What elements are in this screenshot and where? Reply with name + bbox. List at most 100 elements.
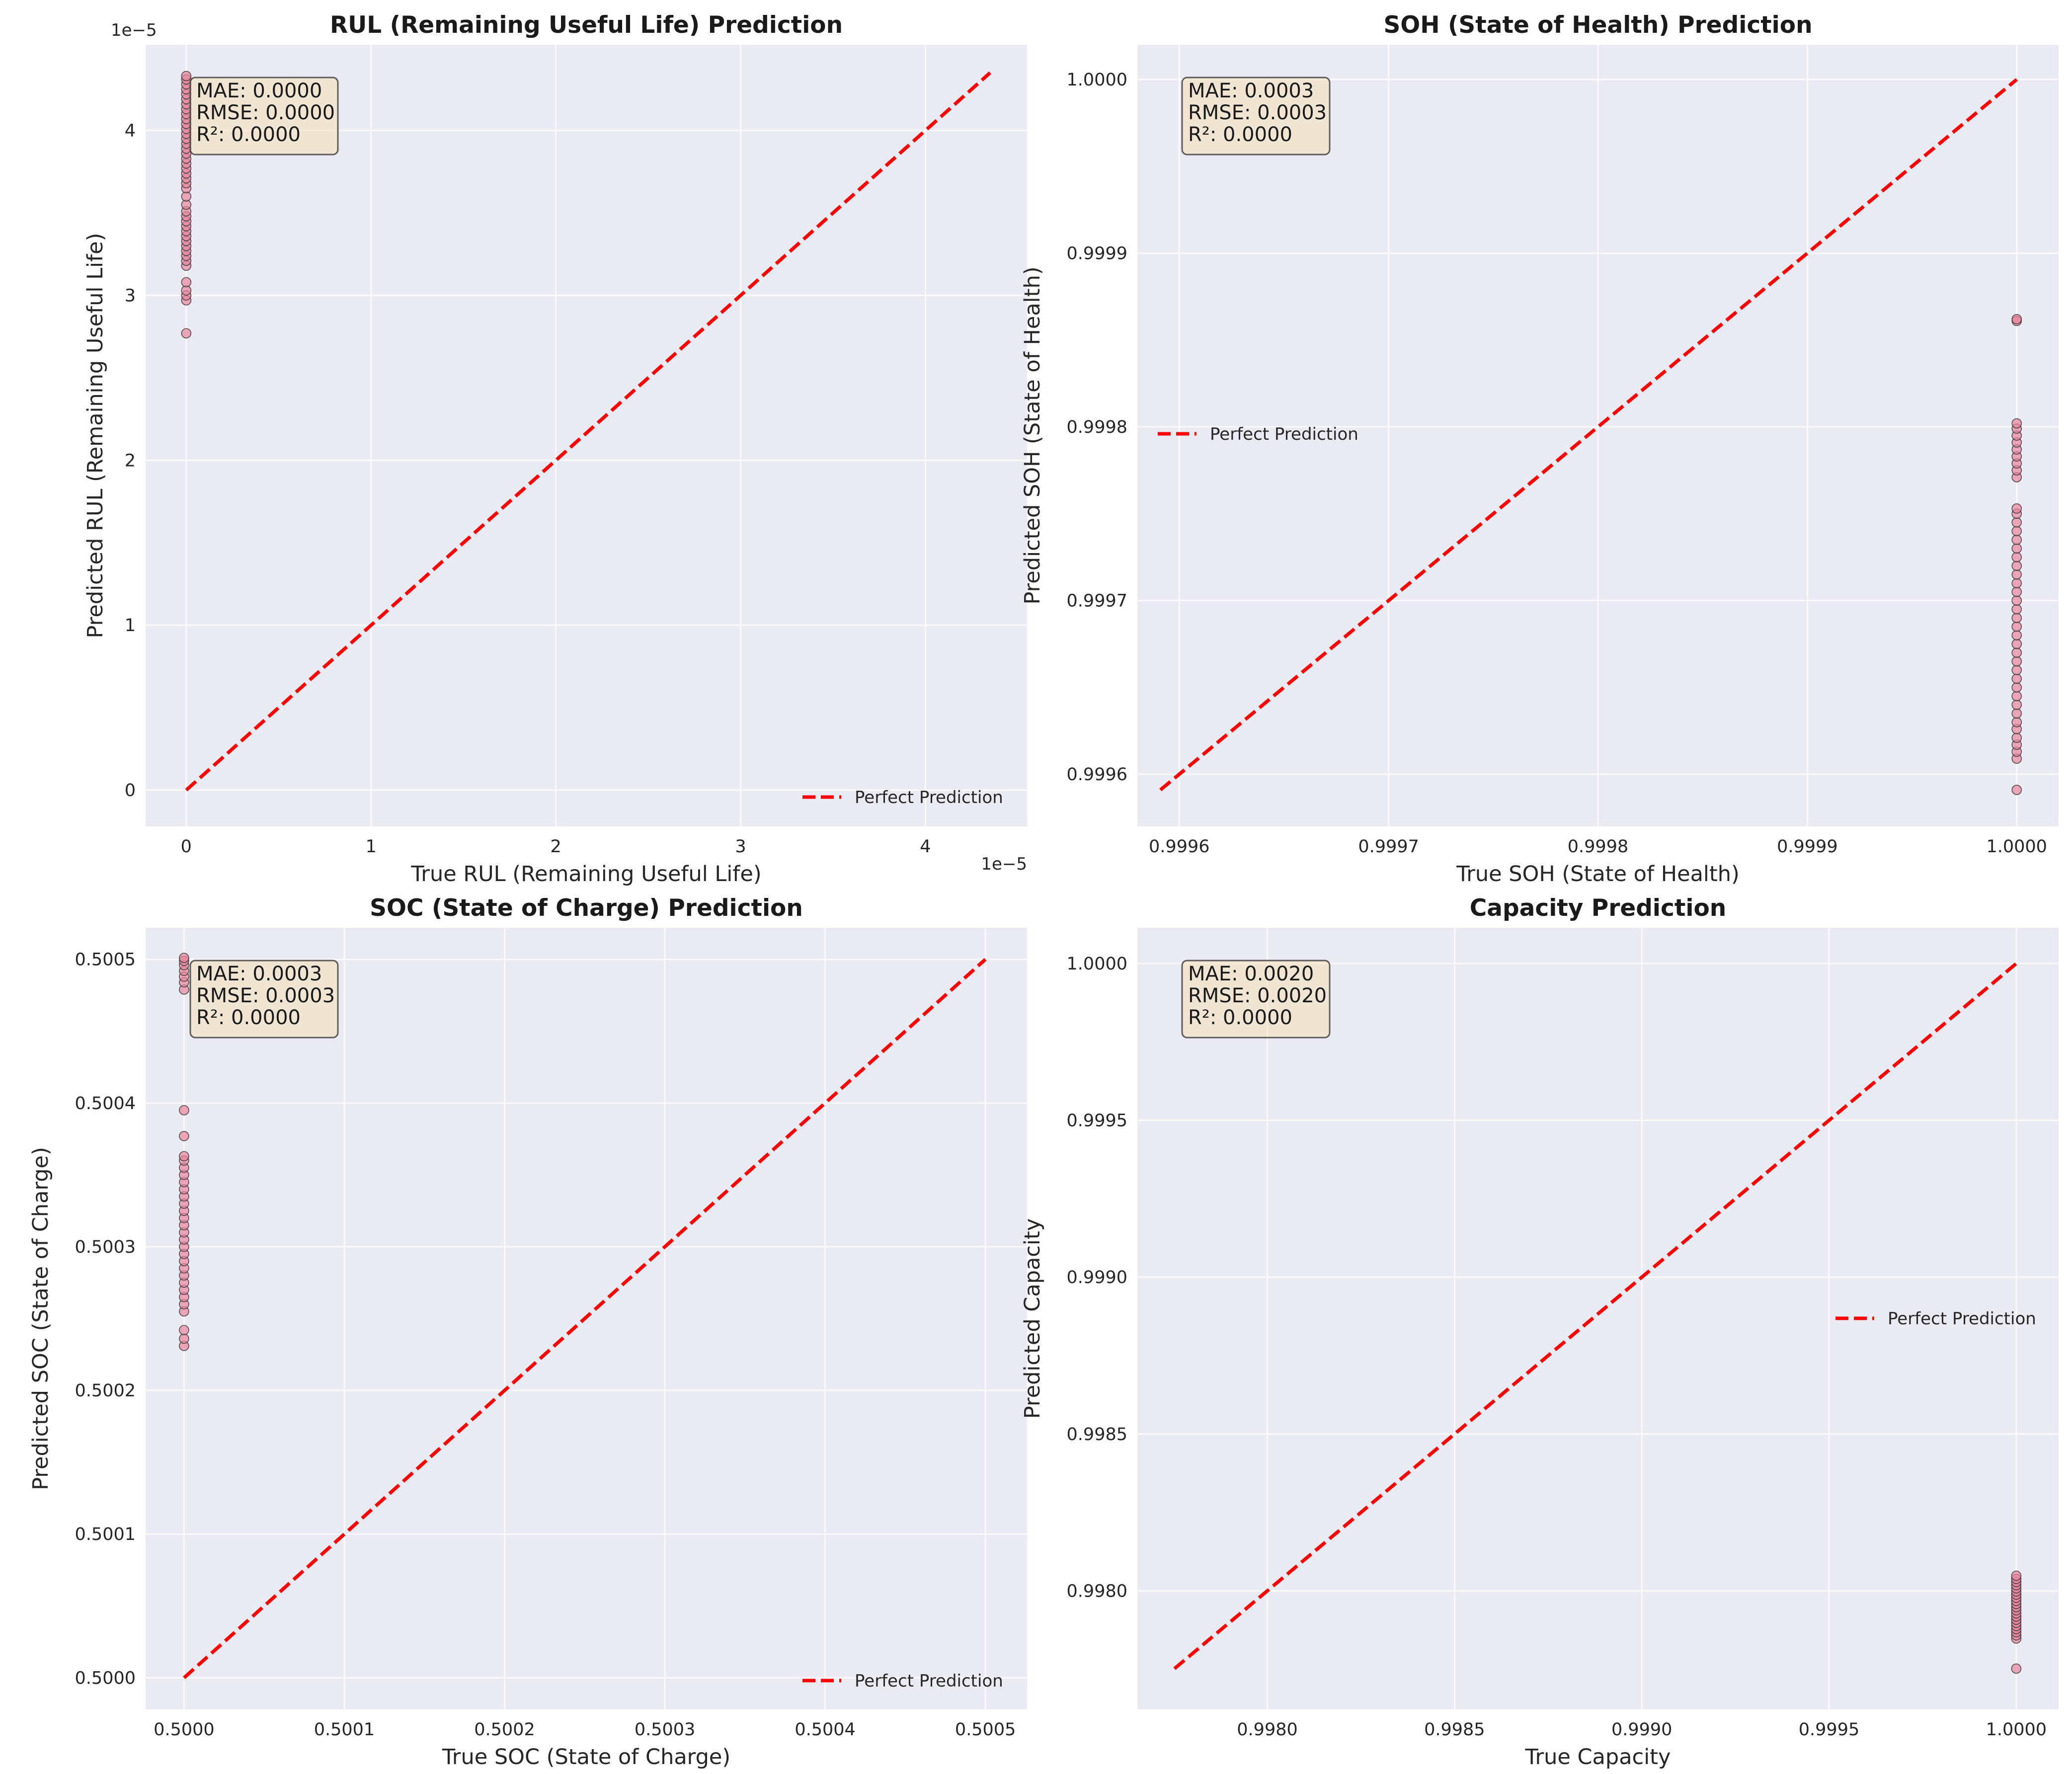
scatter-point — [2011, 717, 2022, 727]
x-tick-label: 0.9995 — [1799, 1720, 1859, 1740]
scatter-point — [179, 953, 189, 964]
chart-title: SOH (State of Health) Prediction — [1383, 11, 1812, 39]
scatter-point — [2011, 613, 2022, 623]
scatter-point — [179, 1130, 189, 1141]
scatter-point — [179, 1325, 189, 1335]
metric-line: RMSE: 0.0003 — [1188, 101, 1327, 124]
scatter-point — [2011, 700, 2022, 710]
x-tick-label: 1.0000 — [1986, 837, 2047, 857]
y-tick-label: 0.9985 — [1067, 1425, 1127, 1445]
scatter-point — [2011, 503, 2022, 514]
y-tick-label: 0.5005 — [75, 950, 136, 970]
x-tick-label: 0.5000 — [154, 1720, 214, 1740]
x-axis-label: True RUL (Remaining Useful Life) — [410, 862, 761, 887]
y-tick-label: 0.5004 — [75, 1094, 136, 1114]
y-tick-label: 2 — [125, 451, 136, 471]
y-tick-label: 0 — [125, 781, 136, 801]
perfect-prediction-line — [183, 958, 987, 1679]
x-tick-label: 0.9998 — [1568, 837, 1628, 857]
y-tick-label: 0.5003 — [75, 1237, 136, 1257]
y-tick-label: 0.9998 — [1067, 417, 1127, 437]
x-axis-label: True SOC (State of Charge) — [442, 1745, 730, 1770]
x-tick-label: 0.5004 — [795, 1720, 855, 1740]
y-tick-label: 0.9980 — [1067, 1581, 1127, 1601]
scatter-point — [2011, 418, 2022, 429]
scatter-point — [2011, 604, 2022, 615]
scatter-point — [2011, 708, 2022, 719]
scatter-point — [2011, 673, 2022, 684]
y-offset-label: 1e−5 — [111, 20, 157, 40]
x-tick-label: 1.0000 — [1986, 1720, 2047, 1740]
y-tick-label: 0.9995 — [1067, 1111, 1127, 1131]
y-tick-label: 1 — [125, 616, 136, 636]
x-tick-label: 0.5001 — [314, 1720, 375, 1740]
legend: Perfect Prediction — [1835, 1309, 2036, 1329]
chart-title: Capacity Prediction — [1470, 894, 1726, 922]
scatter-point — [2011, 517, 2022, 528]
scatter-point — [181, 71, 192, 81]
y-tick-label: 0.5000 — [75, 1668, 136, 1688]
y-tick-label: 0.5001 — [75, 1525, 136, 1544]
scatter-point — [2011, 621, 2022, 632]
x-axis-label: True Capacity — [1525, 1745, 1671, 1770]
scatter-point — [2011, 534, 2022, 545]
scatter-point — [2011, 314, 2022, 324]
metric-line: RMSE: 0.0000 — [196, 101, 335, 124]
scatter-series — [2011, 1570, 2022, 1674]
perfect-prediction-line — [1159, 78, 2018, 792]
y-tick-label: 4 — [125, 121, 136, 141]
y-axis-label: Predicted SOC (State of Charge) — [28, 1147, 53, 1490]
metric-line: R²: 0.0000 — [196, 1006, 301, 1029]
metric-line: MAE: 0.0020 — [1188, 963, 1314, 985]
chart-panel-2: 0.9996 0.9997 0.9998 0.9999 1.0000 0.9996 0.99… — [1020, 11, 2059, 887]
scatter-point — [179, 1151, 189, 1162]
metric-line: RMSE: 0.0003 — [196, 984, 335, 1007]
metric-line: R²: 0.0000 — [1188, 123, 1292, 146]
legend: Perfect Prediction — [1158, 424, 1358, 444]
x-offset-label: 1e−5 — [981, 854, 1027, 874]
plot-area — [146, 45, 1027, 826]
perfect-prediction-line — [185, 71, 991, 792]
scatter-point — [2011, 526, 2022, 537]
scatter-point — [2011, 630, 2022, 641]
y-tick-label: 0.9996 — [1067, 765, 1127, 785]
scatter-point — [2011, 569, 2022, 580]
chart-panel-1: 0 1 2 3 4 0 1 2 3 4 1e−5 1e−5 RUL (Remaining Useful … — [83, 11, 1027, 887]
x-tick-label: 1 — [366, 837, 377, 857]
y-tick-label: 0.9997 — [1067, 591, 1127, 611]
y-tick-label: 1.0000 — [1067, 70, 1127, 90]
x-tick-label: 0.9985 — [1424, 1720, 1485, 1740]
legend-label: Perfect Prediction — [1210, 424, 1358, 444]
x-tick-label: 0.9997 — [1358, 837, 1419, 857]
legend-label: Perfect Prediction — [855, 1671, 1003, 1691]
legend-label: Perfect Prediction — [855, 788, 1003, 807]
legend: Perfect Prediction — [802, 788, 1003, 807]
scatter-point — [2011, 552, 2022, 563]
x-tick-label: 0.9990 — [1611, 1720, 1672, 1740]
metrics-box-background — [1181, 77, 1331, 156]
y-tick-label: 0.5002 — [75, 1381, 136, 1401]
metric-line: MAE: 0.0003 — [196, 963, 322, 985]
x-axis-label: True SOH (State of Health) — [1456, 862, 1740, 887]
scatter-point — [181, 277, 192, 288]
scatter-point — [2011, 543, 2022, 554]
scatter-point — [2011, 682, 2022, 693]
scatter-point — [2011, 1663, 2022, 1674]
chart-panel-4: 0.9980 0.9985 0.9990 0.9995 1.0000 0.9980 0.99… — [1020, 894, 2059, 1770]
metric-line: RMSE: 0.0020 — [1188, 984, 1327, 1007]
x-tick-label: 4 — [920, 837, 931, 857]
scatter-series — [179, 953, 189, 1351]
metric-line: MAE: 0.0003 — [1188, 80, 1314, 102]
plot-area — [1137, 928, 2059, 1709]
metrics-box-background — [189, 77, 339, 156]
scatter-point — [179, 1105, 189, 1116]
scatter-point — [2011, 665, 2022, 675]
scatter-point — [2011, 561, 2022, 571]
y-tick-label: 0.9999 — [1067, 243, 1127, 263]
x-tick-label: 0.9999 — [1777, 837, 1837, 857]
